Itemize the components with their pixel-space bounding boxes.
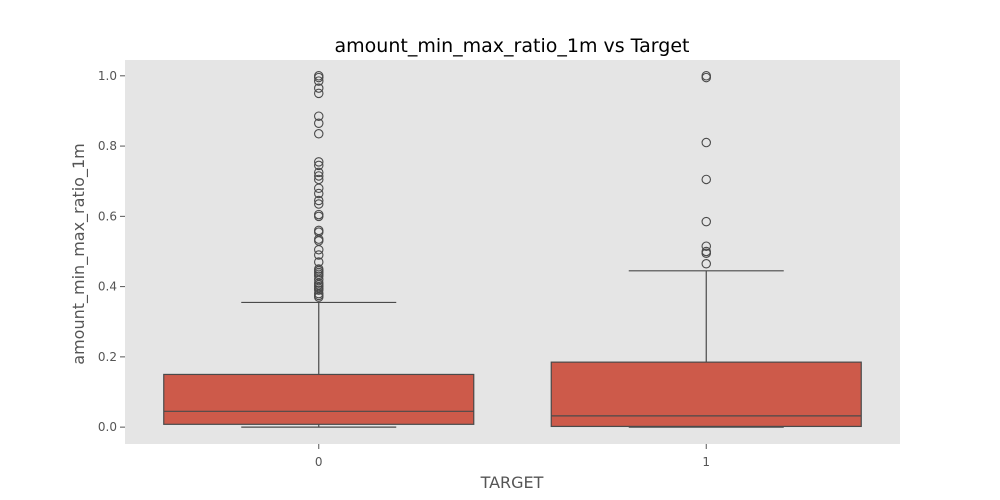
outlier-point	[313, 257, 324, 267]
y-tick-label: 0.4	[98, 280, 117, 294]
y-tick-label: 0.8	[98, 139, 117, 153]
outlier-point	[313, 188, 324, 199]
iqr-box	[550, 361, 862, 428]
outlier-point	[313, 174, 324, 185]
x-tick-label: 0	[315, 455, 323, 469]
y-tick-label: 0.2	[98, 350, 117, 364]
outlier-point	[313, 83, 324, 93]
outlier-point	[701, 71, 711, 81]
outlier-point	[313, 129, 324, 139]
x-tick-label: 1	[702, 455, 710, 469]
outlier-point	[313, 195, 324, 206]
outlier-point	[701, 216, 711, 227]
outlier-point	[313, 157, 324, 167]
iqr-box	[163, 373, 475, 425]
outlier-point	[313, 118, 324, 128]
outlier-point	[313, 71, 324, 81]
outlier-point	[313, 76, 324, 86]
y-axis-ticks: 0.0 0.2 0.4 0.6 0.8 1.0	[98, 69, 125, 434]
outlier-point	[313, 209, 324, 220]
boxes-group	[163, 71, 862, 428]
outlier-point	[701, 246, 711, 257]
box-category-0	[163, 71, 475, 428]
x-axis-label: TARGET	[480, 473, 544, 492]
outlier-point	[313, 250, 324, 260]
chart-title: amount_min_max_ratio_1m vs Target	[335, 35, 690, 57]
outlier-point	[701, 174, 711, 185]
outlier-point	[313, 88, 324, 99]
outlier-point	[313, 225, 324, 236]
y-tick-label: 1.0	[98, 69, 117, 83]
outlier-point	[701, 137, 711, 148]
outlier-point	[701, 241, 711, 251]
outlier-point	[313, 171, 324, 181]
box-category-1	[550, 71, 862, 428]
outlier-point	[313, 160, 324, 171]
outlier-point	[313, 167, 324, 178]
outlier-point	[313, 111, 324, 121]
y-axis-label: amount_min_max_ratio_1m	[69, 143, 89, 364]
y-tick-label: 0.6	[98, 209, 117, 223]
outlier-point	[313, 199, 324, 209]
outlier-point	[701, 259, 711, 269]
y-tick-label: 0.0	[98, 420, 117, 434]
outlier-point	[313, 264, 324, 274]
